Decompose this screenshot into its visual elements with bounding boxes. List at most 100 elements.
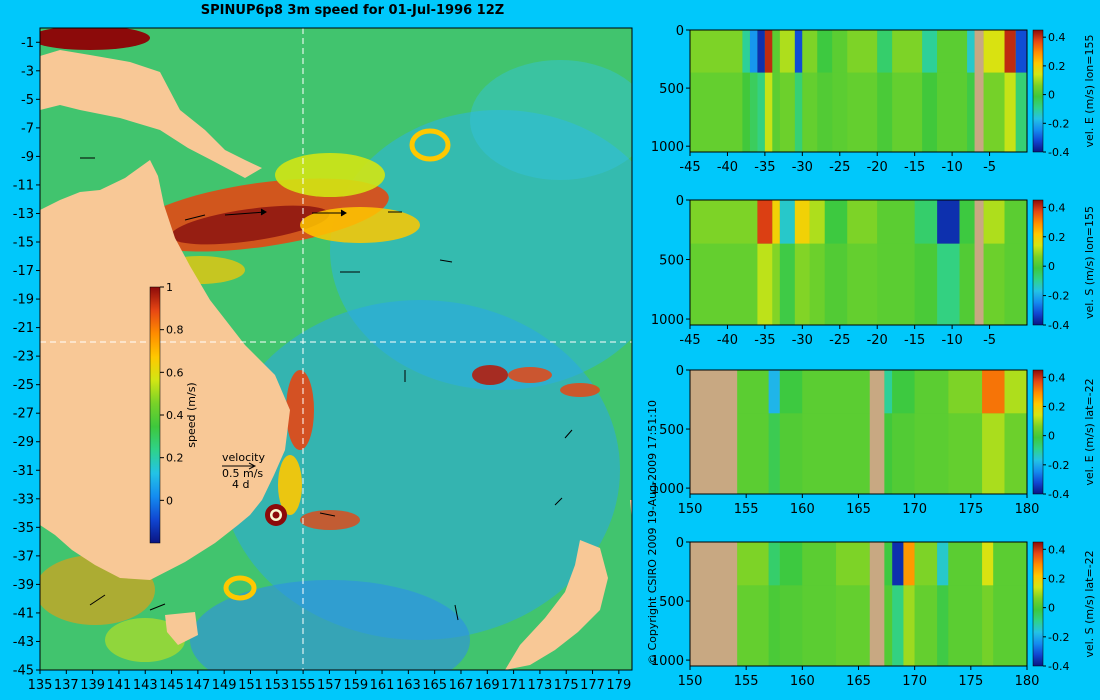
section-colorbar-tick-label: 0.4	[1048, 543, 1066, 556]
section-band-upper	[809, 200, 825, 244]
speed-colorbar-tick-label: 0.2	[166, 452, 184, 465]
section-x-tick-label: 160	[790, 674, 815, 689]
section-band-upper	[824, 200, 848, 244]
velocity-legend-arrow	[222, 462, 257, 470]
section-x-tick-label: 155	[734, 502, 759, 517]
section-band-upper	[779, 370, 803, 414]
section-x-tick-label: 170	[902, 502, 927, 517]
copyright-text: © Copyright CSIRO 2009 19-Aug-2009 17:51…	[646, 400, 659, 665]
section-colorbar-tick-label: -0.2	[1048, 290, 1069, 303]
section-band-upper	[892, 370, 915, 414]
section-band-upper	[1004, 30, 1016, 73]
section-band-upper	[764, 30, 773, 73]
section-y-tick-label: 1000	[651, 313, 684, 328]
section-y-tick-label: 500	[659, 82, 684, 97]
velocity-legend-days: 4 d	[232, 478, 249, 491]
map-x-tick-label: 157	[317, 678, 342, 693]
section-x-tick-label: -40	[717, 160, 738, 175]
map-y-tick-label: -1	[21, 36, 34, 51]
section-band-upper	[967, 30, 975, 73]
map-y-tick-label: -41	[13, 606, 34, 621]
section-colorbar-label: vel. E (m/s) lat=-22	[1083, 378, 1096, 485]
section-land	[974, 200, 984, 325]
section-band-lower	[737, 413, 769, 494]
map-y-tick-label: -43	[13, 635, 34, 650]
section-band-lower	[836, 585, 870, 666]
section-band-lower	[937, 243, 960, 325]
section-colorbar-tick-label: 0.4	[1048, 31, 1066, 44]
section-colorbar-tick-label: -0.4	[1048, 660, 1069, 673]
speed-colorbar-tick-label: 0.8	[166, 324, 184, 337]
section-band-lower	[824, 243, 848, 325]
map-panel: 135 137 139 141 143 145 147 149 151 153 155 157 159 1…	[13, 27, 633, 693]
map-x-tick-label: 159	[343, 678, 368, 693]
section-band-lower	[937, 72, 968, 152]
section-x-tick-label: -30	[792, 160, 813, 175]
speed-colorbar-tick-label: 0.4	[166, 409, 184, 422]
section-band-upper	[937, 30, 968, 73]
speed-colorbar-tick-label: 0	[166, 494, 173, 507]
section-band-lower	[967, 72, 975, 152]
section-land	[869, 370, 885, 494]
section-band-lower	[983, 72, 1005, 152]
section-colorbar-tick-label: 0.4	[1048, 201, 1066, 214]
section-band-upper	[779, 30, 795, 73]
map-x-tick-label: 141	[107, 678, 132, 693]
map-x-tick-label: 143	[133, 678, 158, 693]
section-band-lower	[914, 585, 938, 666]
section-x-tick-label: -40	[717, 333, 738, 348]
section-colorbar-tick-label: -0.4	[1048, 319, 1069, 332]
section-band-upper	[922, 30, 938, 73]
section-band-lower	[742, 72, 750, 152]
map-y-tick-label: -25	[13, 378, 34, 393]
section-band-upper	[877, 200, 915, 244]
speed-colorbar-ticks: 0 0.2 0.4 0.6 0.8 1	[160, 281, 184, 507]
section-band-upper	[884, 542, 893, 586]
map-x-tick-label: 145	[159, 678, 184, 693]
section-band-lower	[794, 72, 803, 152]
section-x-tick-label: -25	[829, 160, 850, 175]
map-x-tick-label: 161	[370, 678, 395, 693]
section-band-upper	[1004, 200, 1027, 244]
map-y-tick-label: -9	[21, 150, 34, 165]
section-band-lower	[892, 413, 915, 494]
section-band-lower	[802, 585, 837, 666]
section-band-lower	[772, 72, 780, 152]
speed-colorbar-tick-label: 1	[166, 281, 173, 294]
section-colorbar	[1032, 199, 1044, 326]
section-band-lower	[847, 72, 878, 152]
map-y-tick-label: -3	[21, 64, 34, 79]
section-y-tick-label: 1000	[651, 140, 684, 155]
section-band-upper	[802, 30, 818, 73]
section-band-lower	[768, 413, 780, 494]
section-band-lower	[903, 585, 915, 666]
section-band-lower	[892, 585, 904, 666]
section-x-tick-label: 180	[1015, 674, 1040, 689]
map-x-tick-label: 149	[212, 678, 237, 693]
section-band-upper	[768, 542, 780, 586]
map-y-tick-label: -23	[13, 350, 34, 365]
section-colorbar-label: vel. E (m/s) lon=155	[1083, 35, 1096, 148]
section-band-upper	[749, 30, 758, 73]
section-land	[690, 542, 738, 666]
map-x-tick-label: 163	[396, 678, 421, 693]
section-x-tick-label: -30	[792, 333, 813, 348]
section-band-upper	[794, 200, 810, 244]
section-band-lower	[1004, 243, 1027, 325]
section-band-upper	[779, 200, 795, 244]
map-y-tick-label: -33	[13, 492, 34, 507]
section-band-lower	[982, 585, 994, 666]
section-colorbar-tick-label: 0	[1048, 89, 1055, 102]
section-band-upper	[982, 542, 994, 586]
map-y-tick-label: -15	[13, 236, 34, 251]
section-band-upper	[802, 370, 870, 414]
section-x-tick-label: -15	[904, 333, 925, 348]
velocity-legend-speed: 0.5 m/s	[222, 467, 263, 480]
map-x-tick-label: 153	[264, 678, 289, 693]
section-x-tick-label: -45	[679, 160, 700, 175]
section-colorbar-tick-label: 0	[1048, 430, 1055, 443]
map-x-tick-label: 135	[28, 678, 53, 693]
section-band-upper	[794, 30, 803, 73]
section-y-tick-label: 1000	[651, 654, 684, 669]
section-colorbar-tick-label: 0.2	[1048, 400, 1066, 413]
